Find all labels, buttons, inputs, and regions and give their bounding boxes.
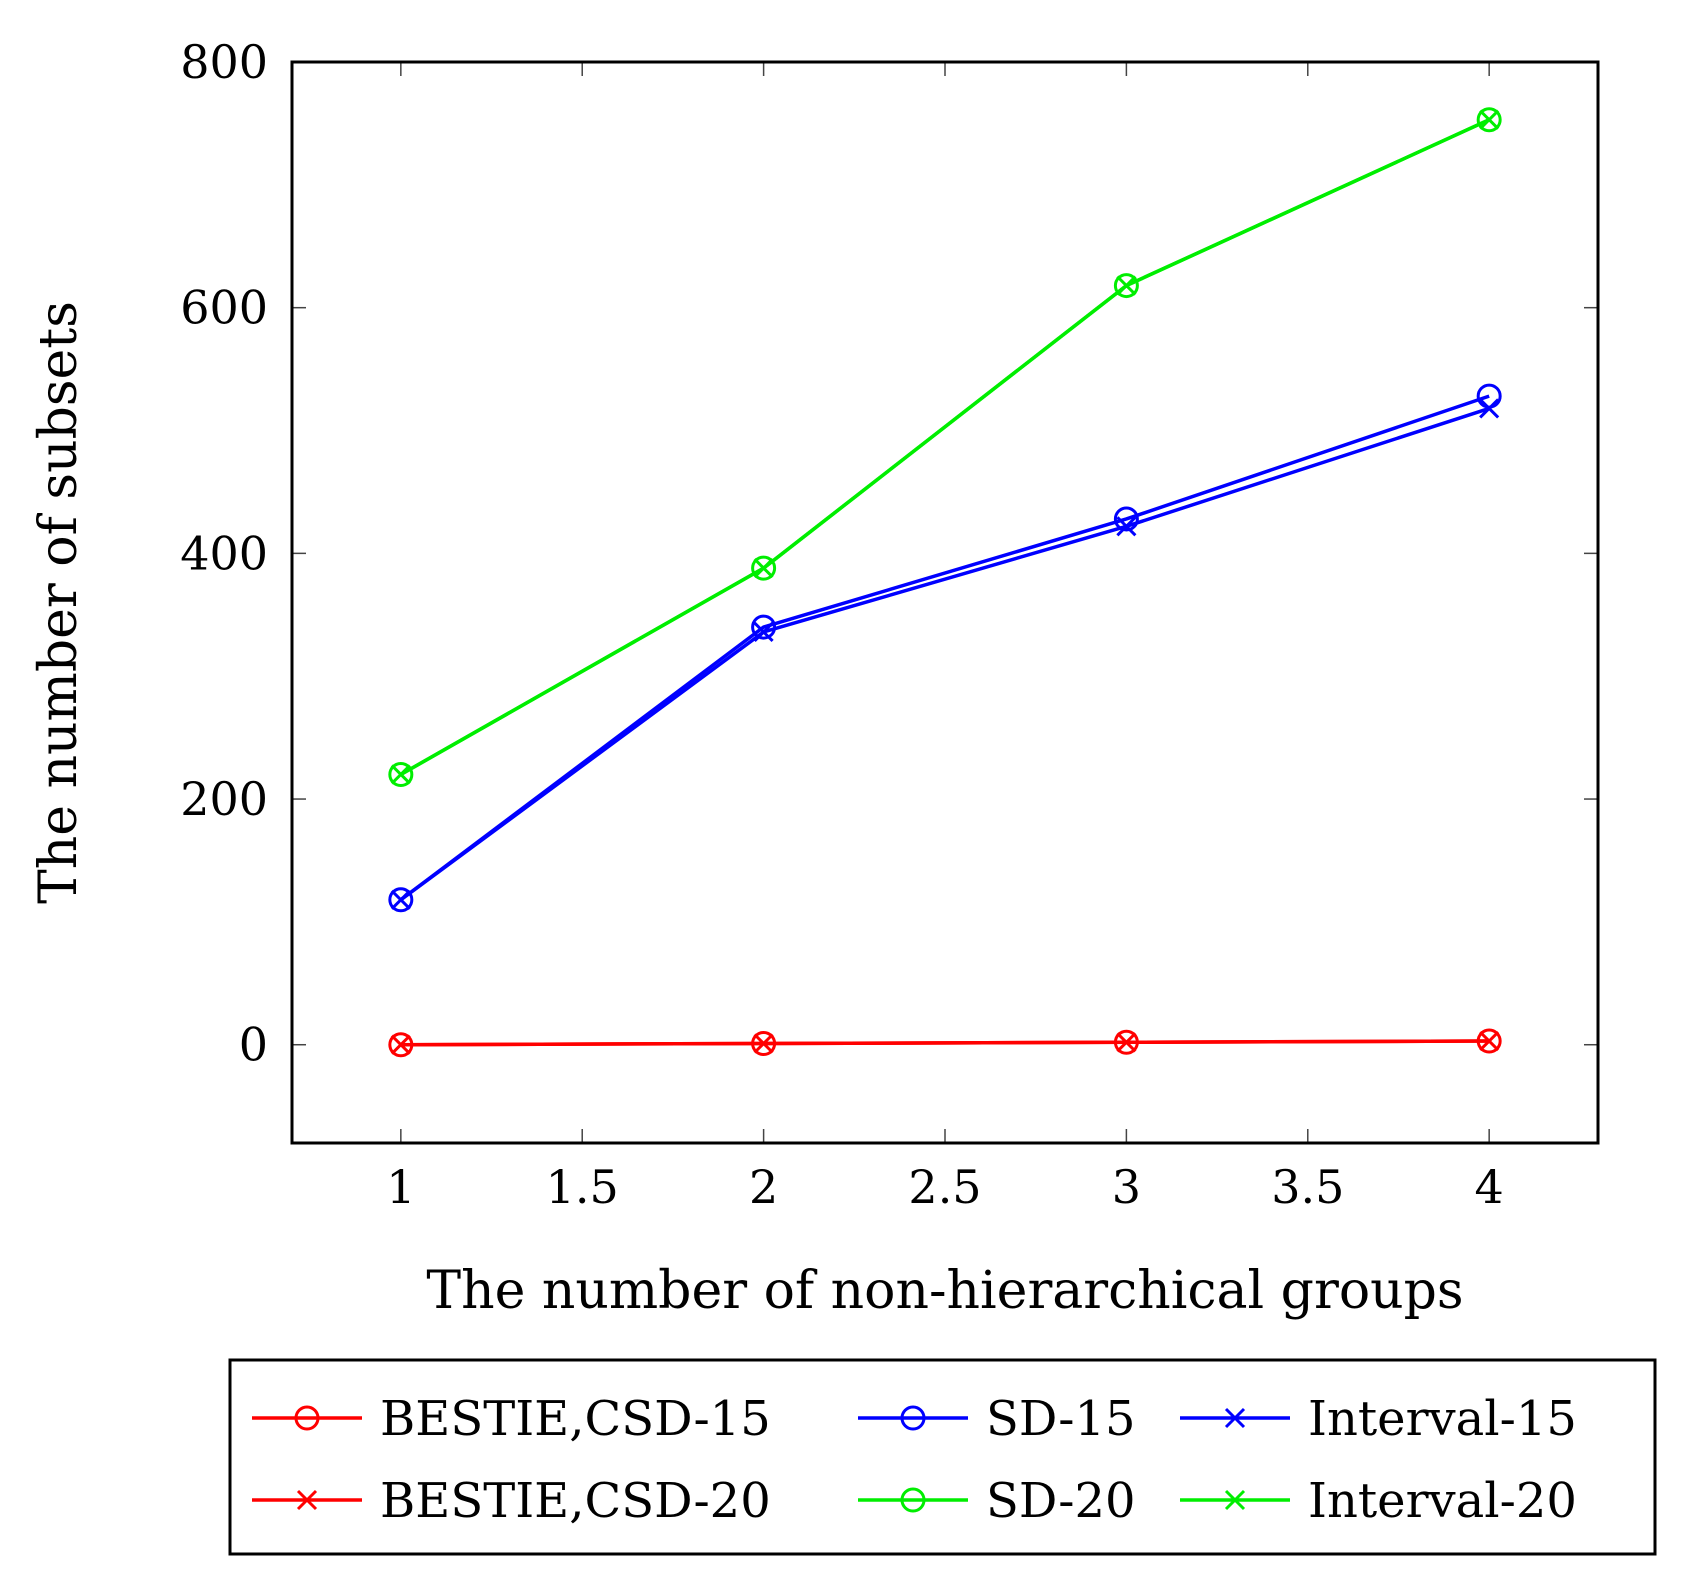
legend-entry: BESTIE,CSD-15	[252, 1391, 771, 1447]
x-tick-label: 3	[1112, 1160, 1141, 1214]
y-tick-label: 600	[180, 281, 268, 335]
legend-swatch-marker	[294, 1405, 320, 1431]
data-point	[390, 764, 411, 785]
data-point	[1113, 273, 1139, 299]
x-axis-title: The number of non-hierarchical groups	[426, 1261, 1463, 1321]
data-point	[388, 887, 414, 913]
data-point	[1116, 1032, 1137, 1053]
y-tick-label: 800	[180, 35, 268, 89]
x-tick-label: 2	[749, 1160, 778, 1214]
series-line	[399, 394, 1490, 902]
y-axis-title: The number of subsets	[29, 301, 89, 904]
series-line	[399, 118, 1490, 776]
ticks-layer: 1 1.5 2 2.5 3 3.5 4 0 200 400 600 800	[180, 35, 1598, 1214]
data-point	[390, 1034, 411, 1055]
x-tick-label: 1	[386, 1160, 415, 1214]
data-point	[388, 761, 414, 787]
legend-entry: Interval-20	[1180, 1473, 1577, 1529]
legend-entry: Interval-15	[1180, 1391, 1577, 1447]
series-interval-20	[390, 109, 1500, 785]
legend-label: Interval-15	[1308, 1391, 1577, 1447]
data-point	[1479, 109, 1500, 130]
legend-entry: SD-15	[858, 1391, 1136, 1447]
legend-swatch-marker	[1224, 1407, 1246, 1429]
legend-swatch-marker	[900, 1487, 926, 1513]
data-point	[1116, 516, 1137, 537]
data-point	[1113, 506, 1139, 532]
data-point	[1479, 398, 1500, 419]
legend-swatch-marker	[900, 1405, 926, 1431]
data-point	[1476, 107, 1502, 133]
series-sd-15	[388, 383, 1502, 913]
data-point	[1479, 1030, 1500, 1052]
plot-frame	[290, 60, 1600, 1145]
y-tick-label: 400	[180, 526, 268, 580]
series-line	[399, 406, 1490, 902]
data-point	[390, 889, 411, 910]
x-tick-label: 1.5	[546, 1160, 619, 1214]
data-point	[753, 558, 774, 579]
series-bestie-csd-20	[390, 1030, 1500, 1055]
legend-label: BESTIE,CSD-15	[380, 1391, 771, 1447]
y-tick-label: 200	[180, 772, 268, 826]
legend-label: SD-15	[986, 1391, 1136, 1447]
legend-swatch-marker	[1224, 1489, 1246, 1511]
series-line	[399, 118, 1490, 776]
series-layer	[388, 107, 1502, 1058]
legend-label: Interval-20	[1308, 1473, 1577, 1529]
legend-label: SD-20	[986, 1473, 1136, 1529]
legend-entry: SD-20	[858, 1473, 1136, 1529]
legend-label: BESTIE,CSD-20	[380, 1473, 771, 1529]
x-tick-label: 4	[1475, 1160, 1504, 1214]
y-tick-label: 0	[239, 1018, 268, 1072]
data-point	[753, 1033, 774, 1054]
x-tick-label: 3.5	[1271, 1160, 1344, 1214]
data-point	[753, 621, 774, 643]
legend: BESTIE,CSD-15 SD-15 Interval-15 BESTIE,CSD-…	[228, 1358, 1657, 1556]
series-line	[400, 1039, 1490, 1047]
data-point	[751, 555, 777, 581]
legend-box	[228, 1358, 1657, 1556]
x-tick-label: 2.5	[908, 1160, 981, 1214]
legend-entry: BESTIE,CSD-20	[252, 1473, 771, 1529]
data-point	[1116, 275, 1137, 296]
series-interval-15	[390, 398, 1500, 910]
legend-swatch-marker	[296, 1489, 318, 1511]
